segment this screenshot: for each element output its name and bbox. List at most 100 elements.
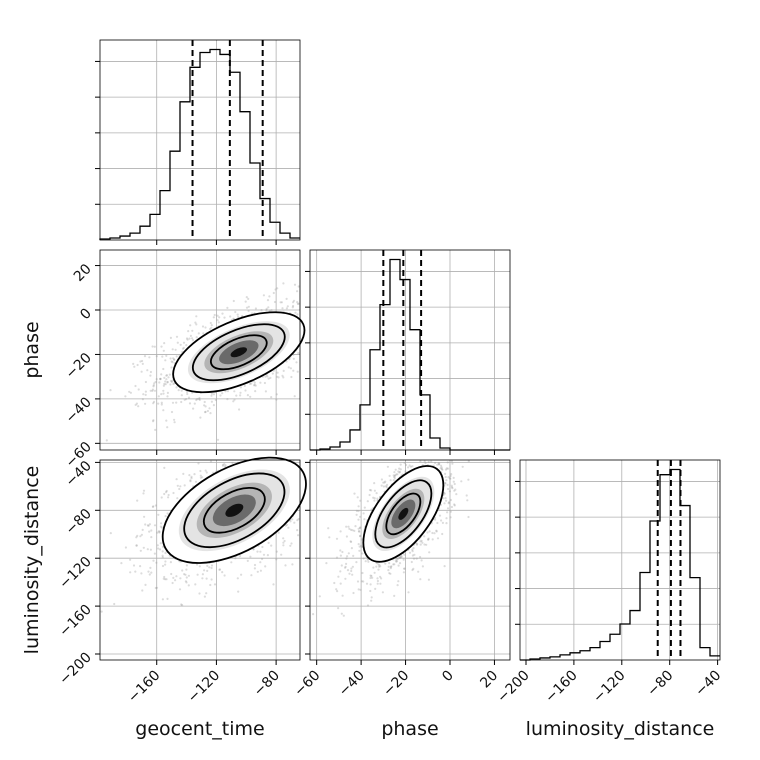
sample-point [232, 400, 235, 403]
sample-point [410, 560, 413, 564]
panel-frame [309, 249, 511, 451]
sample-point [333, 581, 336, 585]
sample-point [398, 467, 401, 470]
sample-point [161, 355, 164, 358]
sample-point [359, 534, 362, 538]
sample-point [105, 439, 108, 442]
sample-point [175, 401, 178, 404]
sample-point [188, 337, 191, 340]
sample-point [446, 511, 449, 514]
sample-point [175, 478, 178, 481]
sample-point [144, 380, 147, 384]
sample-point [358, 526, 361, 530]
sample-point [181, 604, 184, 607]
sample-point [140, 572, 143, 575]
sample-point [160, 496, 163, 499]
sample-point [265, 307, 268, 310]
sample-point [148, 523, 151, 526]
xlabel-geocent_time: geocent_time [135, 718, 264, 740]
sample-point [164, 551, 167, 555]
sample-point [182, 341, 186, 344]
sample-point [210, 566, 213, 570]
sample-point [212, 404, 215, 407]
sample-point [280, 301, 283, 304]
sample-point [393, 594, 396, 598]
sample-point [291, 306, 294, 309]
sample-point [342, 614, 345, 617]
sample-point [260, 309, 263, 312]
sample-point [191, 339, 195, 342]
sample-point [446, 461, 449, 464]
sample-point [162, 389, 165, 392]
sample-point [166, 426, 169, 429]
sample-point [381, 591, 384, 594]
sample-point [388, 572, 391, 575]
sample-point [253, 563, 257, 567]
sample-point [296, 290, 299, 293]
sample-point [253, 381, 256, 384]
sample-point [231, 461, 234, 465]
sample-point [373, 571, 376, 574]
sample-point [203, 404, 206, 407]
sample-point [154, 380, 157, 384]
sample-point [154, 586, 157, 590]
sample-point [411, 568, 414, 572]
contour-line [172, 311, 306, 394]
sample-point [157, 513, 160, 516]
sample-point [351, 573, 354, 576]
sample-point [274, 288, 277, 291]
sample-point [441, 521, 444, 525]
sample-point [445, 517, 448, 520]
sample-point [144, 583, 147, 587]
panel-luminosity_distance-vs-geocent_time [99, 456, 307, 661]
sample-point [194, 583, 197, 586]
sample-point [398, 562, 402, 565]
sample-point [344, 565, 347, 568]
sample-point [396, 584, 399, 587]
sample-point [431, 531, 434, 535]
sample-point [264, 390, 267, 393]
sample-point [249, 395, 252, 398]
sample-point [370, 596, 373, 599]
y-tick-label: −40 [63, 394, 95, 426]
sample-point [363, 518, 366, 521]
sample-point [357, 505, 360, 508]
sample-point [369, 589, 372, 593]
sample-point [389, 567, 392, 570]
x-tick-label: −60 [291, 668, 323, 700]
sample-point [136, 363, 139, 367]
sample-point [165, 374, 169, 377]
sample-point [297, 517, 300, 521]
sample-point [256, 550, 259, 553]
x-tick-label: −160 [125, 668, 164, 707]
sample-point [448, 490, 451, 493]
sample-point [356, 496, 359, 499]
sample-point [185, 337, 189, 340]
sample-point [152, 419, 155, 422]
sample-point [229, 315, 232, 318]
sample-point [221, 571, 224, 574]
sample-point [460, 480, 463, 483]
sample-point [223, 463, 226, 466]
sample-point [155, 355, 158, 358]
sample-point [253, 384, 256, 387]
sample-point [135, 536, 138, 539]
sample-point [370, 574, 373, 578]
sample-point [198, 592, 201, 595]
contour-line [191, 323, 286, 382]
x-tick-label: −40 [692, 668, 724, 700]
sample-point [444, 482, 447, 485]
sample-point [275, 558, 278, 561]
sample-point [135, 544, 138, 547]
sample-point [273, 300, 277, 304]
sample-point [203, 569, 206, 572]
panel-frame [99, 249, 301, 451]
sample-point [296, 519, 299, 522]
sample-point [345, 525, 348, 528]
x-axis-phase: −60 −40 −20 0 20 [291, 660, 501, 700]
sample-point [372, 566, 375, 569]
sample-point [382, 481, 385, 484]
sample-point [188, 402, 192, 405]
sample-point [403, 567, 406, 570]
sample-point [153, 552, 156, 555]
